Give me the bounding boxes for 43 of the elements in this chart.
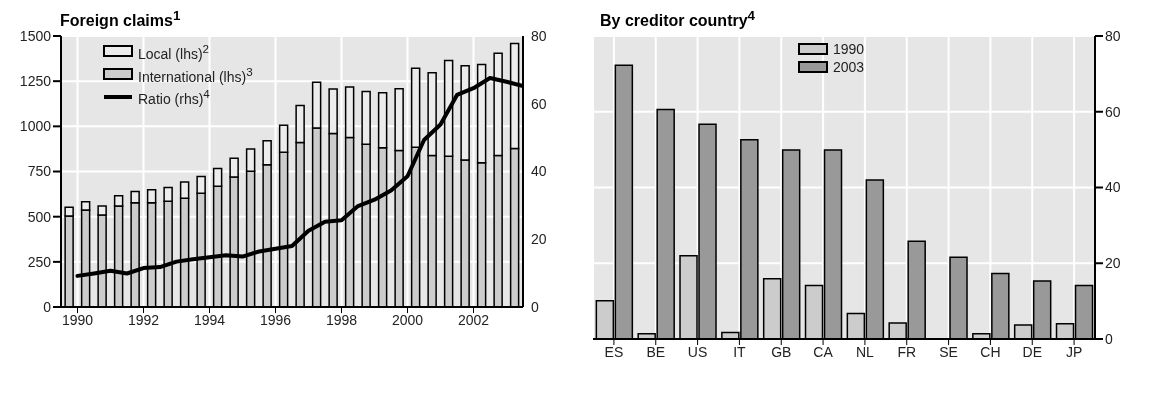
x-tick-label: JP (1065, 343, 1083, 360)
y-tick-label: 60 (1105, 103, 1121, 120)
x-tick-label: 2002 (457, 311, 490, 328)
y-tick-label: 500 (27, 208, 52, 225)
x-tick-label: 1996 (259, 311, 292, 328)
x-tick-label: NL (855, 343, 875, 360)
x-tick-label: DE (1022, 343, 1042, 360)
y-tick-label: 1000 (19, 118, 52, 135)
x-tick-label: FR (897, 343, 917, 360)
legend-label: International (lhs)$^{3}$ (138, 63, 253, 86)
x-tick-label: GB (771, 343, 792, 360)
chart-title: By creditor country$^{4}$ (600, 8, 756, 30)
x-tick-label: 1998 (325, 311, 358, 328)
y-tick-label: 1500 (19, 27, 52, 44)
x-tick-label: CA (813, 343, 834, 360)
y2-tick-label: 20 (531, 231, 547, 248)
x-tick-label: BE (646, 343, 666, 360)
x-tick-label: CH (980, 343, 1001, 360)
y2-tick-label: 80 (531, 27, 547, 44)
y-tick-label: 20 (1105, 255, 1121, 272)
y-tick-label: 0 (1105, 330, 1113, 347)
legend-label: 1990 (833, 40, 865, 58)
x-tick-label: ES (604, 343, 624, 360)
x-tick-label: IT (733, 343, 747, 360)
y-tick-label: 80 (1105, 27, 1121, 44)
x-tick-label: 1990 (61, 311, 94, 328)
x-tick-label: 1992 (127, 311, 160, 328)
chart-title: Foreign claims$^{1}$ (60, 8, 182, 30)
y-tick-label: 750 (27, 163, 52, 180)
y-tick-label: 1250 (19, 73, 52, 90)
y-tick-label: 40 (1105, 179, 1121, 196)
y2-tick-label: 40 (531, 163, 547, 180)
y-tick-label: 250 (27, 253, 52, 270)
y2-tick-label: 0 (531, 299, 539, 315)
x-tick-label: US (687, 343, 708, 360)
y-tick-label: 0 (43, 299, 52, 315)
legend-label: Ratio (rhs)$^{4}$ (138, 86, 210, 108)
legend-label: 2003 (833, 58, 865, 76)
x-tick-label: SE (939, 343, 958, 360)
legend-label: Local (lhs)$^{2}$ (138, 41, 210, 63)
y2-tick-label: 60 (531, 95, 547, 112)
x-tick-label: 2000 (391, 311, 424, 328)
x-tick-label: 1994 (193, 311, 226, 328)
